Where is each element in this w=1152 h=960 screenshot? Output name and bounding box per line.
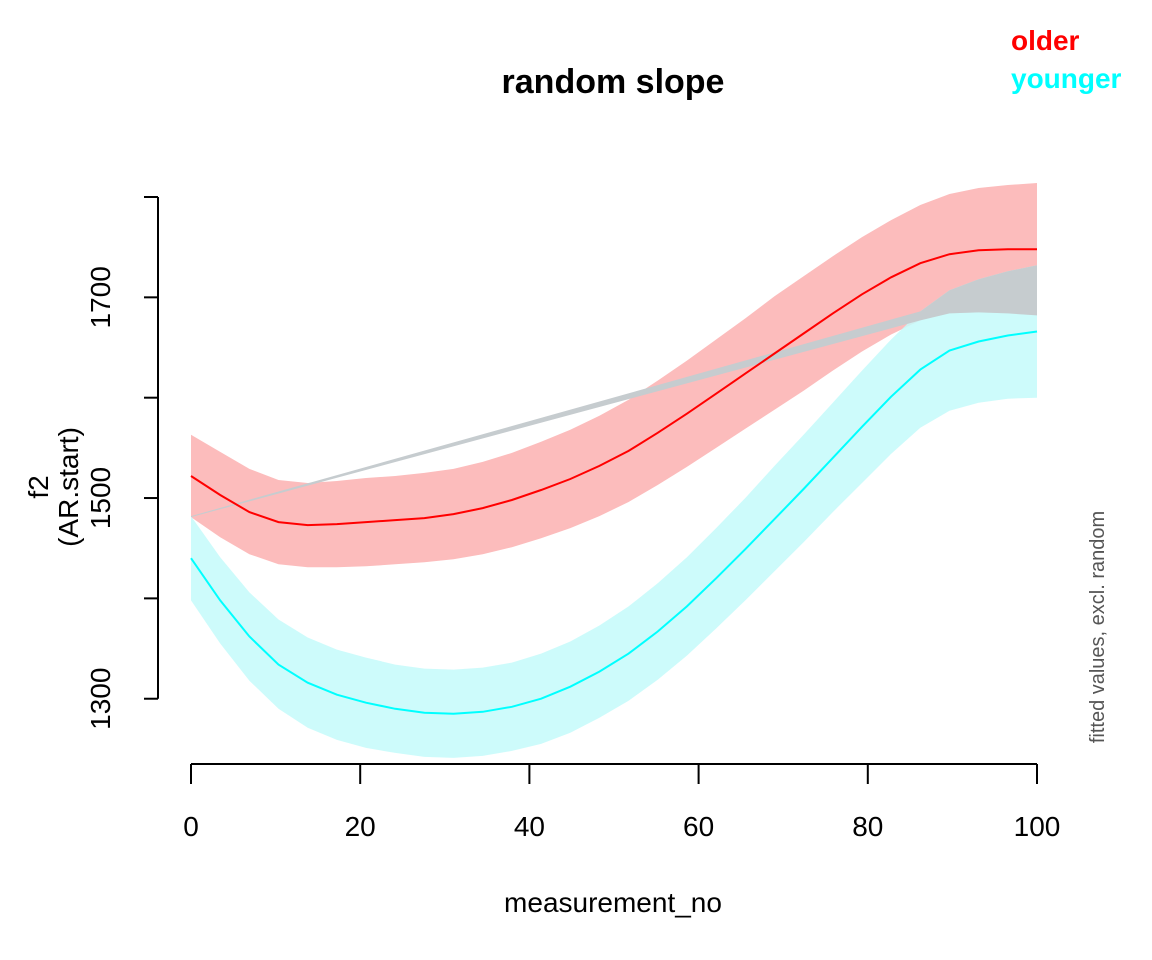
x-tick-label: 60 <box>683 811 714 842</box>
legend-item-younger: younger <box>1011 63 1122 94</box>
confidence-bands <box>191 183 1037 758</box>
fit-lines <box>190 248 1038 715</box>
legend: older younger <box>1011 25 1122 94</box>
y-axis: 1300 1500 1700 <box>85 196 159 730</box>
x-tick-label: 80 <box>852 811 883 842</box>
x-axis-title: measurement_no <box>504 887 722 918</box>
y-axis-title-line-1: f2 <box>23 475 54 498</box>
band-overlap-region <box>191 265 1037 518</box>
x-tick-label: 20 <box>345 811 376 842</box>
y-tick-label: 1500 <box>85 467 116 529</box>
y-axis-title-line-2: (AR.start) <box>53 427 84 547</box>
x-tick-label: 100 <box>1014 811 1061 842</box>
younger-fit-line <box>190 330 1038 715</box>
older-confidence-band <box>191 183 1037 568</box>
y-tick-label: 1700 <box>85 266 116 328</box>
side-note: fitted values, excl. random <box>1087 511 1109 743</box>
chart-title: random slope <box>502 63 725 101</box>
y-tick-label: 1300 <box>85 668 116 730</box>
x-tick-label: 0 <box>183 811 199 842</box>
x-axis: 0 20 40 60 80 100 <box>183 763 1061 842</box>
x-tick-label: 40 <box>514 811 545 842</box>
younger-confidence-band <box>191 265 1037 758</box>
legend-item-older: older <box>1011 25 1080 56</box>
older-fit-line <box>190 248 1037 527</box>
